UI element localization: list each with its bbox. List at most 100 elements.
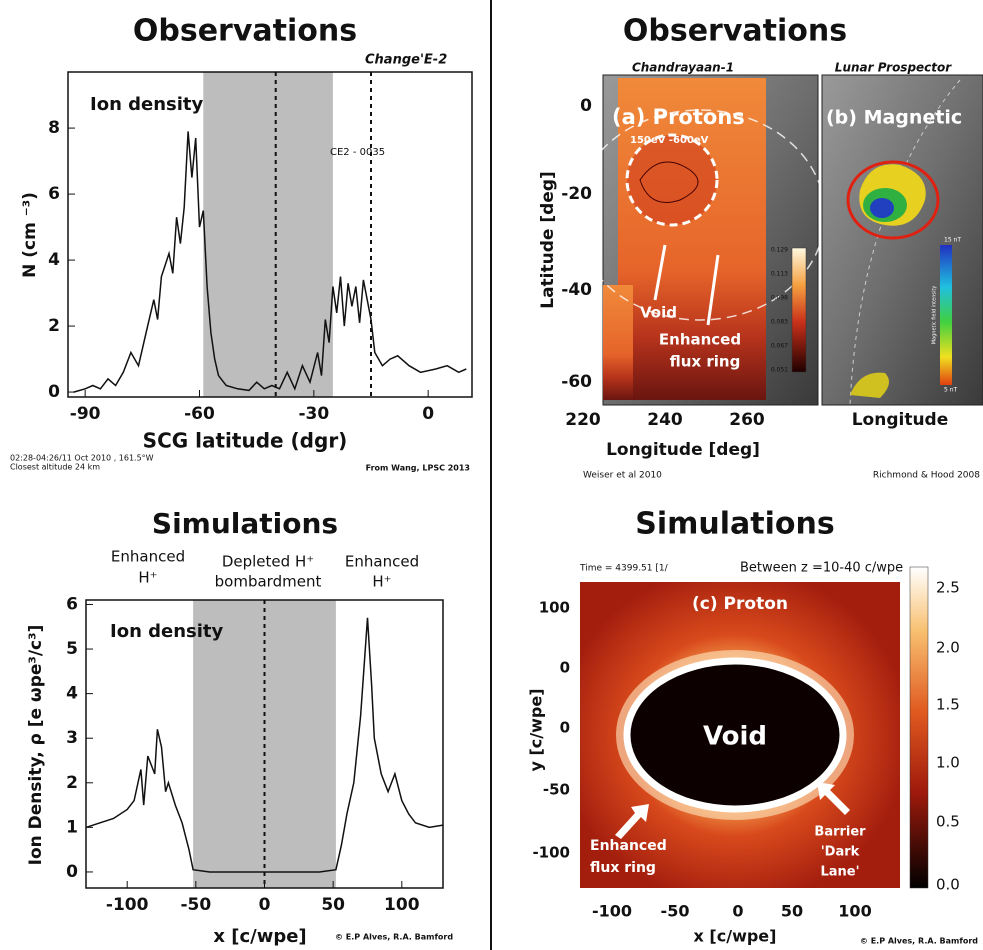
chart-subtitle: Change'E-2 [365, 53, 447, 68]
x-axis-label: x [c/wpe] [694, 927, 777, 946]
maps-title: Observations [623, 14, 847, 49]
y-tick-label: 0 [48, 382, 60, 402]
chart-title: Simulations [152, 507, 338, 540]
x-tick-label: -30 [298, 404, 329, 424]
x-tick-label: 0 [259, 895, 271, 915]
y-tick-label: 2 [48, 316, 60, 336]
panel-label: (a) Protons [612, 105, 745, 129]
note: 02:28-04:26/11 Oct 2010 , 161.5°W [10, 454, 154, 463]
colorbar-label: 2.5 [936, 579, 960, 597]
colorbar-label: 0.098 [771, 295, 788, 302]
y-tick-label: 4 [48, 250, 60, 270]
x-tick-label: -100 [592, 902, 632, 921]
ring-label: flux ring [670, 353, 741, 371]
y-tick-label: -100 [532, 844, 570, 862]
x-axis-label: Longitude [deg] [606, 440, 760, 460]
colorbar-label: 0.113 [771, 271, 788, 278]
panel-label: (b) Magnetic [826, 107, 962, 129]
y-axis-label: N (cm ⁻³) [20, 192, 40, 278]
void-label: Void [703, 722, 767, 752]
x-tick-label: -90 [70, 404, 101, 424]
credit: © E.P Alves, R.A. Bamford [860, 937, 978, 946]
y-tick-label: 2 [66, 773, 78, 793]
x-tick-label: -50 [661, 902, 690, 921]
colorbar-label: 1.5 [936, 696, 960, 714]
y-tick-label: 0 [560, 659, 570, 677]
annotation: Enhanced [111, 548, 185, 566]
ring-label: Enhanced [659, 331, 741, 349]
colorbar-label: 0.067 [771, 343, 788, 350]
annotation: Ion density [90, 94, 204, 115]
colorbar-label: 0.0 [936, 876, 960, 894]
annotation: CE2 - 0035 [330, 147, 385, 158]
time: Time = 4399.51 [1/ [579, 564, 669, 574]
x-tick-label: 220 [565, 410, 601, 430]
colorbar-label: 5 nT [944, 387, 958, 394]
y-tick-label: -60 [561, 372, 592, 392]
note: From Wang, LPSC 2013 [366, 464, 470, 473]
y-axis-label: y [c/wpe] [527, 688, 546, 771]
range: Between z =10-40 c/wpe [740, 561, 903, 576]
source: Lunar Prospector [835, 61, 952, 75]
annotation: bombardment [215, 573, 322, 591]
y-tick-label: 0 [560, 719, 570, 737]
y-tick-label: 8 [48, 118, 60, 138]
colorbar-label: 1.0 [936, 754, 960, 772]
page: Observations Chandrayaan-1 Lunar Prospec… [0, 0, 983, 950]
x-tick-label: 260 [729, 410, 765, 430]
energy: 150eV -600eV [630, 135, 709, 146]
y-tick-label: -20 [561, 184, 592, 204]
colorbar-label: 0.051 [771, 367, 788, 374]
y-tick-label: 100 [539, 599, 570, 617]
source: Chandrayaan-1 [632, 61, 734, 75]
colorbar-label: 0.5 [936, 813, 960, 831]
ring-label: flux ring [590, 860, 656, 876]
colorbar-label: 0.083 [771, 319, 788, 326]
annotation: Enhanced [345, 553, 419, 571]
annotation: H⁺ [138, 569, 157, 587]
credit: Richmond & Hood 2008 [873, 471, 980, 481]
y-tick-label: 1 [66, 817, 78, 837]
x-tick-label: -100 [106, 895, 149, 915]
x-tick-label: -50 [180, 895, 211, 915]
y-tick-label: 6 [48, 184, 60, 204]
colorbar-label: 2.0 [936, 639, 960, 657]
y-tick-label: 6 [66, 594, 78, 614]
y-axis-label: Ion Density, ρ [e ωpe³/c³] [26, 625, 46, 866]
chart-title: Observations [133, 14, 357, 49]
x-tick-label: 50 [781, 902, 803, 921]
x-tick-label: 240 [647, 410, 683, 430]
note: © E.P Alves, R.A. Bamford [335, 933, 453, 942]
x-axis-label: Longitude [852, 410, 949, 430]
y-tick-label: -40 [561, 280, 592, 300]
credit: Weiser et al 2010 [583, 471, 662, 481]
annotation: Ion density [110, 621, 224, 642]
ring-label: Enhanced [590, 838, 667, 854]
colorbar-title: Magnetic field intensity [932, 286, 938, 345]
y-tick-label: 0 [580, 96, 592, 116]
annotation: H⁺ [372, 573, 391, 591]
void-label: Void [640, 304, 677, 322]
barrier-label: Lane' [820, 865, 859, 880]
x-tick-label: 100 [838, 902, 871, 921]
colorbar-label: 0.129 [771, 247, 788, 254]
x-axis-label: SCG latitude (dgr) [143, 429, 348, 453]
x-tick-label: -60 [184, 404, 215, 424]
y-tick-label: 5 [66, 639, 78, 659]
y-tick-label: 3 [66, 728, 78, 748]
annotation: Depleted H⁺ [222, 553, 314, 571]
x-axis-label: x [c/wpe] [213, 926, 306, 947]
barrier-label: 'Dark [821, 845, 860, 860]
note: Closest altitude 24 km [10, 463, 100, 472]
x-tick-label: 100 [384, 895, 420, 915]
panel-label: (c) Proton [692, 594, 788, 614]
y-tick-label: 4 [66, 684, 78, 704]
y-tick-label: -50 [543, 781, 570, 799]
y-axis-label: Latitude [deg] [538, 171, 558, 309]
x-tick-label: 50 [321, 895, 345, 915]
shaded-region [203, 72, 333, 397]
barrier-label: Barrier [814, 825, 866, 840]
x-tick-label: 0 [422, 404, 434, 424]
y-tick-label: 0 [66, 862, 78, 882]
sim-title: Simulations [635, 507, 834, 542]
